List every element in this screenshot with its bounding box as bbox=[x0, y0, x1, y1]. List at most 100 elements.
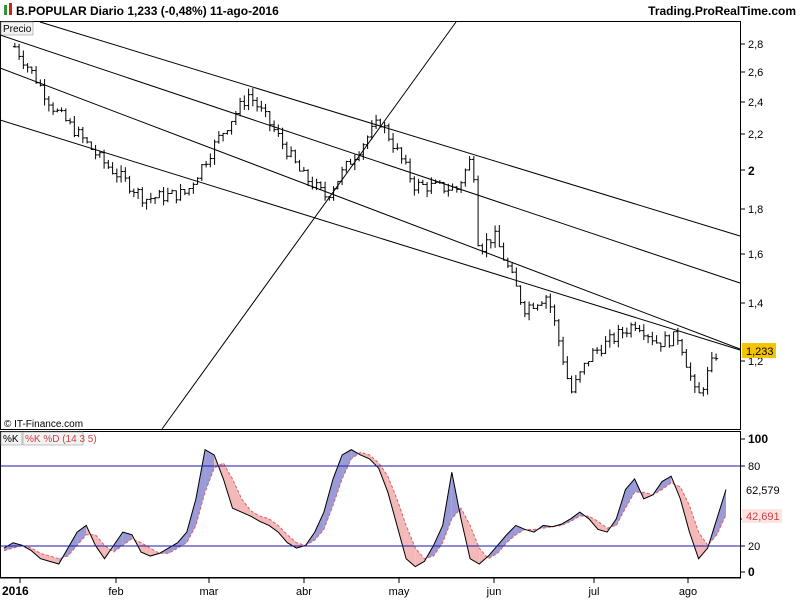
ohlc-bar bbox=[301, 166, 306, 172]
ohlc-bar bbox=[140, 187, 145, 207]
ohlc-bar bbox=[552, 304, 557, 326]
stoch-fill-segment bbox=[415, 548, 425, 567]
ohlc-bar bbox=[225, 130, 230, 135]
stoch-fill-segment bbox=[95, 534, 105, 559]
stoch-label-box-d bbox=[22, 431, 84, 446]
ohlc-bar bbox=[110, 162, 115, 175]
ohlc-bar bbox=[250, 88, 255, 107]
ohlc-bar bbox=[480, 243, 485, 255]
ohlc-bar bbox=[323, 181, 328, 201]
ohlc-bar bbox=[641, 324, 646, 341]
ohlc-bar bbox=[378, 118, 383, 128]
price-y-axis bbox=[741, 43, 745, 362]
ohlc-bar bbox=[216, 131, 221, 144]
ohlc-bar bbox=[212, 139, 217, 165]
ohlc-bar bbox=[582, 362, 587, 375]
price-y-tick: 2,4 bbox=[748, 97, 763, 109]
x-axis bbox=[0, 577, 741, 583]
ohlc-bar bbox=[701, 387, 706, 397]
stoch-fill-segment bbox=[625, 478, 635, 509]
stoch-fill-segment bbox=[342, 449, 352, 479]
ohlc-bar bbox=[55, 108, 60, 113]
ohlc-bar bbox=[352, 154, 357, 171]
trend-lines bbox=[0, 21, 741, 430]
ohlc-bar bbox=[157, 189, 162, 199]
ohlc-bar bbox=[17, 43, 22, 60]
ohlc-bar bbox=[497, 225, 502, 248]
ohlc-bar bbox=[514, 267, 519, 287]
stoch-fill-segment bbox=[269, 518, 279, 533]
ohlc-bar bbox=[395, 143, 400, 151]
ohlc-bar bbox=[510, 262, 515, 274]
ohlc-bar bbox=[327, 195, 332, 201]
stoch-y-tick: 100 bbox=[748, 432, 768, 446]
ohlc-bar bbox=[697, 382, 702, 394]
ohlc-bar bbox=[714, 353, 719, 361]
stoch-fill-segment bbox=[396, 498, 407, 559]
ohlc-bar bbox=[603, 336, 608, 354]
stoch-fill-segment bbox=[122, 532, 132, 546]
ohlc-bar bbox=[412, 176, 417, 196]
stoch-fill-segment bbox=[689, 505, 699, 559]
x-tick: feb bbox=[108, 586, 123, 598]
ohlc-bar bbox=[93, 144, 98, 160]
ohlc-bar bbox=[276, 124, 281, 137]
stoch-fill-segment bbox=[223, 462, 233, 509]
ohlc-bar bbox=[620, 326, 625, 339]
ohlc-bar bbox=[195, 177, 200, 185]
stoch-fill-segment bbox=[497, 534, 507, 554]
ohlc-bar bbox=[391, 132, 396, 153]
ohlc-bar bbox=[42, 79, 47, 106]
ohlc-bar bbox=[667, 334, 672, 348]
ohlc-bar bbox=[654, 335, 659, 344]
ohlc-bar bbox=[416, 178, 421, 194]
ohlc-bar bbox=[335, 180, 340, 190]
ohlc-bar bbox=[340, 166, 345, 186]
ohlc-bar bbox=[106, 159, 111, 169]
ohlc-bar bbox=[233, 111, 238, 126]
site-label: Trading.ProRealTime.com bbox=[648, 4, 796, 18]
ohlc-bar bbox=[565, 356, 570, 380]
ohlc-bar bbox=[471, 156, 476, 183]
stoch-fill-segment bbox=[113, 532, 123, 553]
ohlc-bar bbox=[386, 123, 391, 142]
price-panel-frame bbox=[0, 21, 741, 430]
ohlc-bar bbox=[178, 183, 183, 201]
ohlc-bar bbox=[76, 126, 81, 138]
logo-icon-red bbox=[9, 3, 12, 15]
stoch-fill-segment bbox=[442, 472, 452, 543]
ohlc-bar bbox=[174, 190, 179, 204]
ohlc-bar bbox=[284, 141, 289, 160]
ohlc-bar bbox=[454, 186, 459, 193]
stoch-fill-segment bbox=[232, 478, 242, 513]
stoch-fill-segment bbox=[662, 476, 672, 490]
ohlc-bar bbox=[442, 181, 447, 194]
stoch-y-tick: 20 bbox=[748, 541, 760, 553]
ohlc-bar bbox=[539, 301, 544, 306]
stochastic-series bbox=[3, 448, 727, 568]
ohlc-bar bbox=[476, 175, 481, 247]
ohlc-bar bbox=[161, 186, 166, 206]
x-tick: jul bbox=[587, 586, 599, 598]
ohlc-bar bbox=[136, 187, 141, 199]
ohlc-bar bbox=[119, 165, 124, 183]
stoch-y-axis bbox=[741, 438, 745, 573]
ohlc-bar bbox=[607, 329, 612, 348]
stoch-fill-segment bbox=[333, 454, 343, 506]
ohlc-bar bbox=[85, 136, 90, 144]
ohlc-bar bbox=[467, 156, 472, 171]
stoch-fill-segment bbox=[314, 512, 324, 541]
ohlc-bar bbox=[548, 293, 553, 313]
stoch-fill-segment bbox=[31, 548, 41, 559]
stoch-fill-segment bbox=[13, 542, 23, 549]
ohlc-bar bbox=[310, 176, 315, 190]
ohlc-bar bbox=[318, 181, 323, 190]
ohlc-bar bbox=[382, 121, 387, 134]
ohlc-bar bbox=[148, 192, 153, 204]
stoch-fill-segment bbox=[506, 525, 516, 543]
ohlc-bar bbox=[25, 63, 30, 73]
ohlc-bar bbox=[527, 301, 532, 321]
ohlc-bar bbox=[170, 189, 175, 194]
stoch-d-line bbox=[3, 451, 727, 560]
